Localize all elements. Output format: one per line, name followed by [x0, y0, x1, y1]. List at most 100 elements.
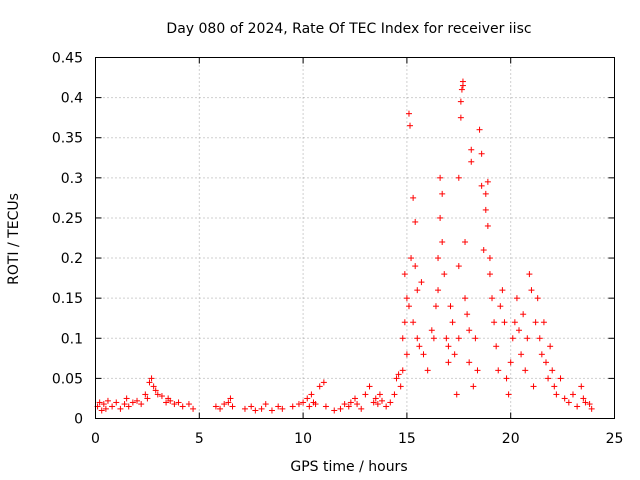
- x-tick-label: 5: [195, 431, 204, 447]
- data-point: [580, 395, 587, 402]
- plot-frame: [95, 57, 615, 419]
- x-tick-label: 10: [294, 431, 312, 447]
- data-point: [401, 319, 408, 326]
- data-point: [470, 383, 477, 390]
- data-point: [300, 399, 307, 406]
- data-point: [459, 82, 466, 89]
- data-point: [295, 401, 302, 408]
- data-point: [586, 401, 593, 408]
- data-point: [509, 335, 516, 342]
- data-point: [113, 399, 120, 406]
- data-point: [374, 401, 381, 408]
- data-point: [574, 403, 581, 410]
- data-point: [258, 405, 265, 412]
- data-points: [94, 78, 595, 414]
- data-point: [268, 407, 275, 414]
- data-point: [362, 391, 369, 398]
- data-point: [480, 247, 487, 254]
- data-point: [212, 403, 219, 410]
- data-point: [410, 319, 417, 326]
- data-point: [403, 295, 410, 302]
- data-point: [102, 405, 109, 412]
- data-point: [289, 403, 296, 410]
- ticks-layer: [95, 57, 615, 419]
- y-tick-label: 0.05: [52, 371, 83, 387]
- data-point: [530, 383, 537, 390]
- data-point: [486, 255, 493, 262]
- data-point: [262, 401, 269, 408]
- data-point: [468, 158, 475, 165]
- data-point: [227, 395, 234, 402]
- data-point: [551, 383, 558, 390]
- data-point: [347, 399, 354, 406]
- data-point: [407, 122, 414, 129]
- data-point: [474, 367, 481, 374]
- data-point: [472, 335, 479, 342]
- data-point: [582, 399, 589, 406]
- data-point: [100, 401, 107, 408]
- data-point: [312, 401, 319, 408]
- data-point: [447, 303, 454, 310]
- x-tick-label: 20: [502, 431, 520, 447]
- x-tick-label: 25: [606, 431, 624, 447]
- y-tick-label: 0.25: [52, 211, 83, 227]
- data-point: [497, 303, 504, 310]
- data-point: [538, 351, 545, 358]
- data-point: [495, 367, 502, 374]
- data-point: [466, 327, 473, 334]
- data-point: [352, 395, 358, 402]
- data-point: [121, 401, 128, 408]
- data-point: [524, 335, 531, 342]
- y-tick-label: 0: [74, 412, 83, 428]
- data-point: [393, 375, 400, 382]
- y-tick-label: 0.1: [61, 331, 83, 347]
- tick-labels: 0 5 10 15 20 25 0 0.05 0.1 0.15 0.2 0.25 0.3 0.35 0.4 0…: [52, 51, 624, 448]
- data-point: [399, 367, 406, 374]
- data-point: [175, 399, 182, 406]
- data-point: [320, 379, 327, 386]
- data-point: [588, 405, 595, 412]
- data-point: [217, 405, 224, 412]
- data-point: [144, 395, 151, 402]
- data-point: [482, 206, 489, 213]
- data-point: [163, 399, 170, 406]
- data-point: [148, 375, 155, 382]
- data-point: [432, 303, 439, 310]
- data-point: [221, 401, 228, 408]
- data-point: [484, 222, 491, 229]
- data-point: [569, 391, 576, 398]
- data-point: [405, 110, 412, 117]
- data-point: [526, 271, 533, 278]
- data-point: [557, 375, 564, 382]
- data-point: [146, 379, 153, 386]
- data-point: [150, 383, 157, 390]
- data-point: [520, 311, 527, 318]
- data-point: [451, 351, 458, 358]
- data-point: [424, 367, 431, 374]
- data-point: [167, 397, 174, 404]
- data-point: [418, 279, 425, 286]
- data-point: [540, 319, 547, 326]
- data-point: [395, 371, 402, 378]
- data-point: [499, 287, 506, 294]
- data-point: [138, 401, 145, 408]
- data-point: [117, 405, 124, 412]
- data-point: [455, 174, 462, 181]
- data-point: [455, 335, 462, 342]
- data-point: [158, 393, 165, 400]
- data-point: [547, 343, 554, 350]
- data-point: [279, 405, 286, 412]
- data-point: [366, 383, 373, 390]
- data-point: [412, 263, 419, 270]
- data-point: [476, 126, 483, 133]
- data-point: [578, 383, 585, 390]
- data-point: [449, 319, 456, 326]
- data-point: [129, 399, 136, 406]
- data-point: [493, 343, 500, 350]
- data-point: [179, 403, 186, 410]
- data-point: [437, 214, 444, 221]
- data-point: [171, 401, 178, 408]
- data-point: [405, 303, 412, 310]
- data-point: [553, 391, 560, 398]
- x-tick-label: 15: [398, 431, 416, 447]
